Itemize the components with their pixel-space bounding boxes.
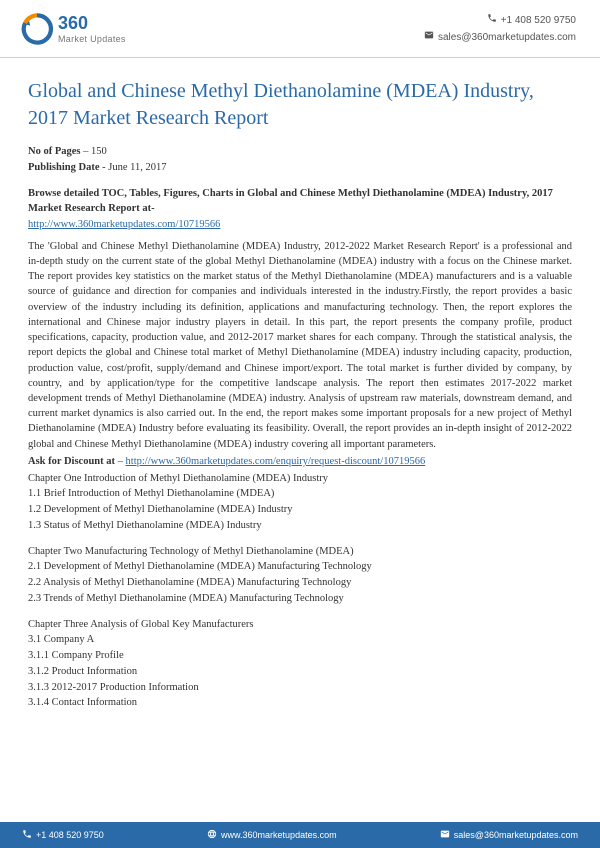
date-label: Publishing Date [28,162,99,173]
ch2-item: 2.2 Analysis of Methyl Diethanolamine (M… [28,575,572,591]
ch1-item: 1.3 Status of Methyl Diethanolamine (MDE… [28,518,572,534]
ch1-item: 1.1 Brief Introduction of Methyl Diethan… [28,486,572,502]
page-title: Global and Chinese Methyl Diethanolamine… [28,78,572,132]
mail-icon [424,29,434,46]
footer-site: www.360marketupdates.com [221,830,337,840]
toc-chapter-2: Chapter Two Manufacturing Technology of … [28,544,572,607]
header-email: sales@360marketupdates.com [438,29,576,46]
toc-chapter-3: Chapter Three Analysis of Global Key Man… [28,617,572,712]
ch3-item: 3.1.3 2012-2017 Production Information [28,680,572,696]
toc-chapter-1: Chapter One Introduction of Methyl Dieth… [28,471,572,534]
ch3-title: Chapter Three Analysis of Global Key Man… [28,617,572,633]
body-paragraph: The 'Global and Chinese Methyl Diethanol… [28,239,572,452]
meta-block: No of Pages – 150 Publishing Date - June… [28,144,572,176]
ch2-item: 2.3 Trends of Methyl Diethanolamine (MDE… [28,591,572,607]
logo-icon [20,12,54,46]
ch1-title: Chapter One Introduction of Methyl Dieth… [28,471,572,487]
content-area: Global and Chinese Methyl Diethanolamine… [0,58,600,731]
ask-link[interactable]: http://www.360marketupdates.com/enquiry/… [126,456,426,467]
ch1-item: 1.2 Development of Methyl Diethanolamine… [28,502,572,518]
ch3-item: 3.1.2 Product Information [28,664,572,680]
mail-icon [440,829,450,841]
logo-main: 360 [58,13,126,34]
ask-label: Ask for Discount at [28,456,115,467]
logo-sub: Market Updates [58,34,126,44]
ask-block: Ask for Discount at – http://www.360mark… [28,454,572,470]
footer-email: sales@360marketupdates.com [454,830,578,840]
ch2-title: Chapter Two Manufacturing Technology of … [28,544,572,560]
phone-icon [22,829,32,841]
footer-bar: +1 408 520 9750 www.360marketupdates.com… [0,822,600,848]
pages-label: No of Pages [28,146,81,157]
ch3-item: 3.1 Company A [28,632,572,648]
pages-value: – 150 [81,146,107,157]
ch2-item: 2.1 Development of Methyl Diethanolamine… [28,559,572,575]
globe-icon [207,829,217,841]
logo: 360 Market Updates [20,12,126,46]
browse-block: Browse detailed TOC, Tables, Figures, Ch… [28,186,572,233]
footer-phone: +1 408 520 9750 [36,830,104,840]
browse-lead: Browse detailed TOC, Tables, Figures, Ch… [28,188,553,215]
ch3-item: 3.1.4 Contact Information [28,695,572,711]
logo-text: 360 Market Updates [58,13,126,44]
header-bar: 360 Market Updates +1 408 520 9750 sales… [0,0,600,58]
header-phone: +1 408 520 9750 [501,12,576,29]
ask-sep: – [115,456,126,467]
browse-link[interactable]: http://www.360marketupdates.com/10719566 [28,219,220,230]
ch3-item: 3.1.1 Company Profile [28,648,572,664]
date-value: - June 11, 2017 [99,162,166,173]
phone-icon [487,12,497,29]
header-contact: +1 408 520 9750 sales@360marketupdates.c… [424,12,576,46]
